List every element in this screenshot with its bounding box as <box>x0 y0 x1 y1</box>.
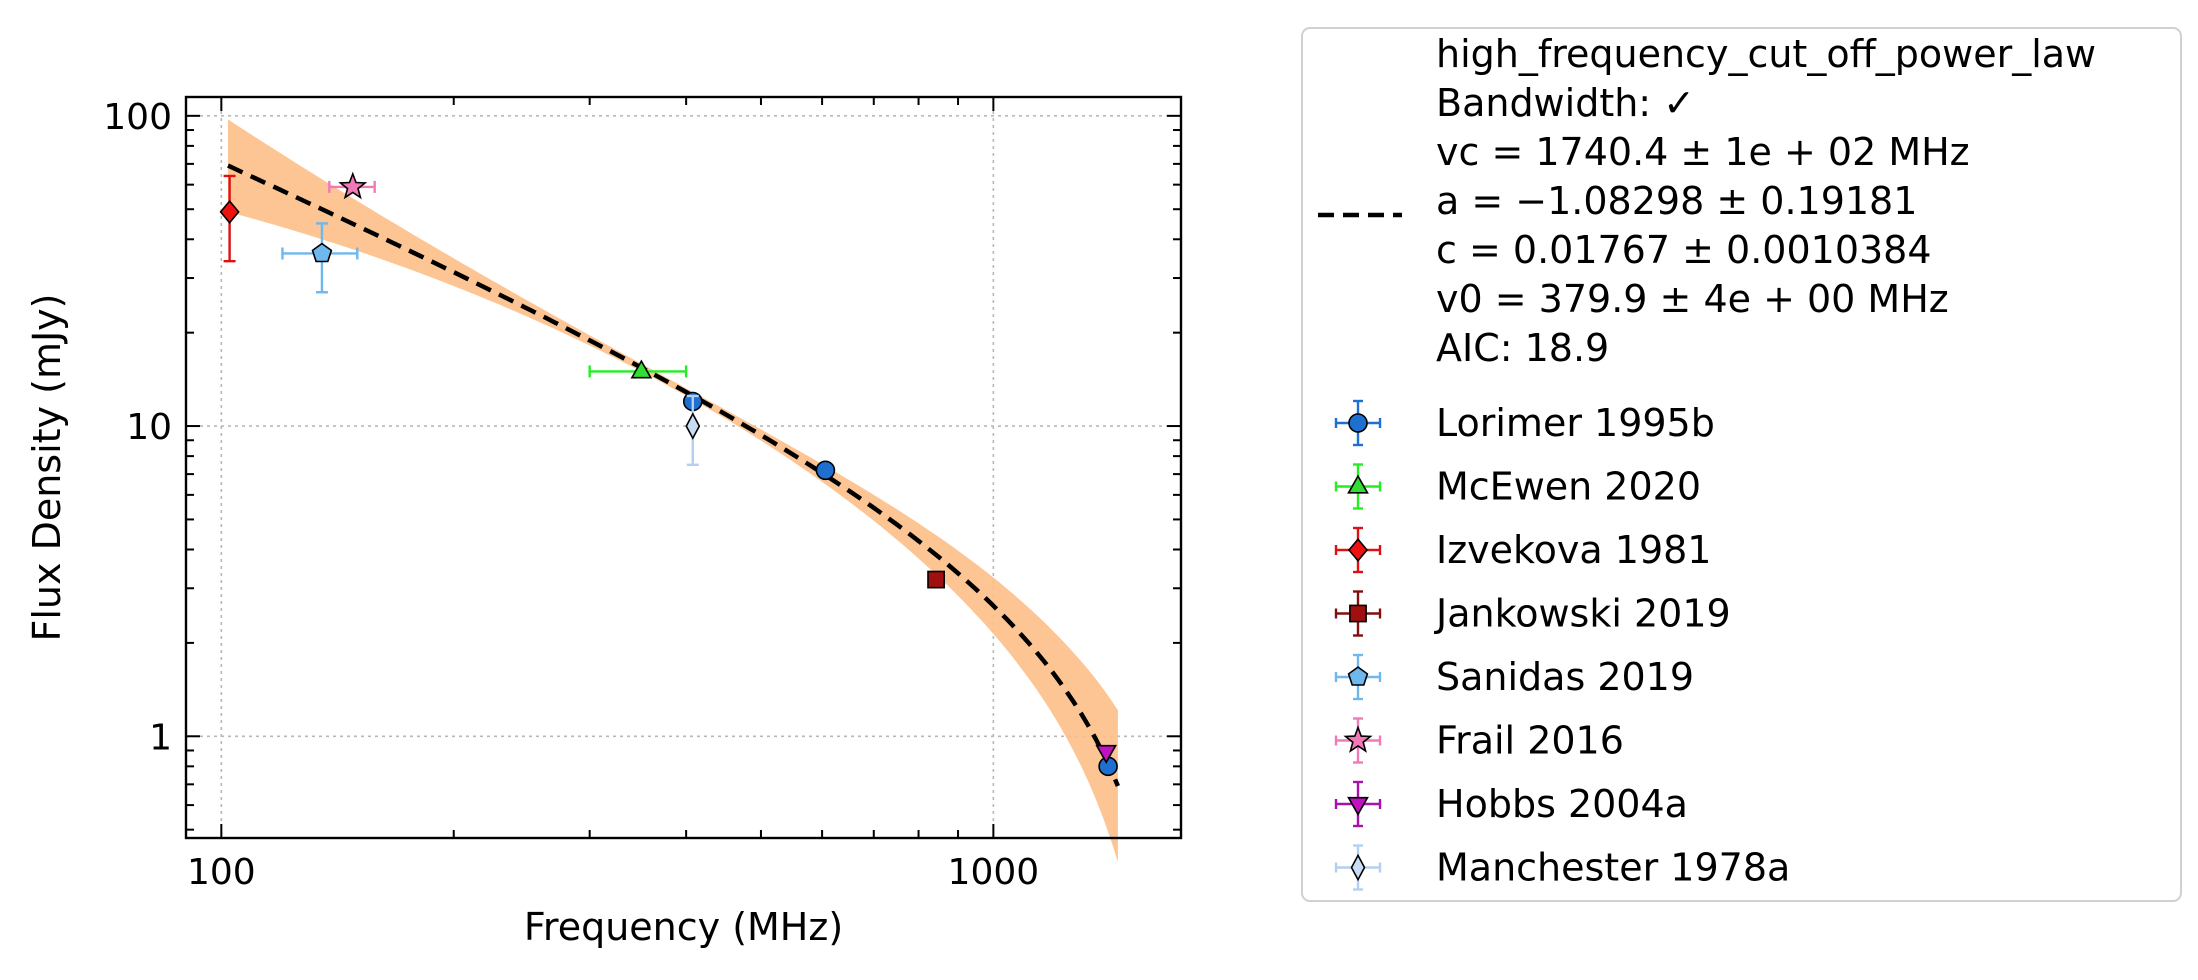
legend-marker <box>1347 666 1369 686</box>
series-izvekova-1981 <box>219 174 240 263</box>
y-tick-label: 100 <box>103 97 172 138</box>
legend-label: Izvekova 1981 <box>1436 528 1711 572</box>
legend-label: Frail 2016 <box>1436 719 1624 763</box>
axis-labels: Frequency (MHz) Flux Density (mJy) <box>25 294 843 949</box>
legend-entry: Lorimer 1995b <box>1334 399 1715 447</box>
legend-box <box>1301 27 2182 902</box>
legend-entry: Jankowski 2019 <box>1334 590 1731 637</box>
x-axis-title: Frequency (MHz) <box>524 905 843 949</box>
legend-entry: Manchester 1978a <box>1334 844 1790 891</box>
y-axis-title: Flux Density (mJy) <box>25 294 69 642</box>
y-tick-label: 10 <box>126 407 172 448</box>
legend-label: Jankowski 2019 <box>1434 592 1731 636</box>
data-point <box>927 570 946 589</box>
data-point <box>685 412 701 440</box>
legend-marker <box>1349 604 1367 623</box>
data-point <box>1095 744 1117 764</box>
legend-fit-line-4: c = 0.01767 ± 0.0010384 <box>1436 228 1932 272</box>
legend-entry: McEwen 2020 <box>1334 463 1701 510</box>
series-frail-2016 <box>328 171 376 200</box>
legend-label: McEwen 2020 <box>1436 465 1701 509</box>
legend-fit-line-1: Bandwidth: ✓ <box>1436 81 1695 125</box>
x-tick-label: 1000 <box>948 852 1040 893</box>
fit-curve <box>227 163 1120 787</box>
series-sanidas-2019 <box>281 222 359 294</box>
legend-fit-line-5: v0 = 379.9 ± 4e + 00 MHz <box>1436 277 1949 321</box>
legend: high_frequency_cut_off_power_law Bandwidt… <box>1301 27 2182 902</box>
legend-fit-line-0: high_frequency_cut_off_power_law <box>1436 32 2096 76</box>
legend-fit-line-3: a = −1.08298 ± 0.19181 <box>1436 179 1917 223</box>
axes: 100 1000 1 10 100 <box>103 95 1183 893</box>
legend-marker <box>1347 474 1369 494</box>
y-tick-label: 1 <box>149 717 172 758</box>
x-tick-label: 100 <box>187 852 256 893</box>
legend-marker <box>1343 725 1373 753</box>
legend-entry: Sanidas 2019 <box>1334 653 1694 701</box>
data-point <box>338 171 368 200</box>
legend-marker <box>1347 796 1369 817</box>
legend-fit-line-2: vc = 1740.4 ± 1e + 02 MHz <box>1436 130 1970 174</box>
legend-label: Hobbs 2004a <box>1436 782 1688 826</box>
fit-band <box>228 119 1118 862</box>
fit-line <box>227 163 1120 787</box>
legend-entry: Izvekova 1981 <box>1334 526 1711 574</box>
data-point <box>311 242 333 263</box>
plot-frame <box>184 95 1183 840</box>
data-point <box>219 199 240 224</box>
grid-lines <box>186 97 1181 838</box>
legend-marker <box>1348 413 1368 433</box>
fit-uncertainty-band <box>228 119 1118 862</box>
legend-marker <box>1347 537 1369 563</box>
legend-label: Lorimer 1995b <box>1436 401 1715 445</box>
series-jankowski-2019 <box>927 570 946 589</box>
data-points <box>219 171 1118 777</box>
legend-label: Sanidas 2019 <box>1436 655 1694 699</box>
legend-label: Manchester 1978a <box>1436 846 1790 890</box>
series-mcewen-2020 <box>588 359 688 379</box>
legend-entry: Frail 2016 <box>1334 717 1624 764</box>
legend-entry: Hobbs 2004a <box>1334 780 1688 828</box>
legend-marker <box>1350 853 1366 882</box>
legend-fit-line-6: AIC: 18.9 <box>1436 326 1609 370</box>
series-manchester-1978a <box>685 394 701 467</box>
series-hobbs-2004a <box>1095 744 1117 764</box>
data-point <box>815 460 836 481</box>
data-point <box>630 359 653 379</box>
